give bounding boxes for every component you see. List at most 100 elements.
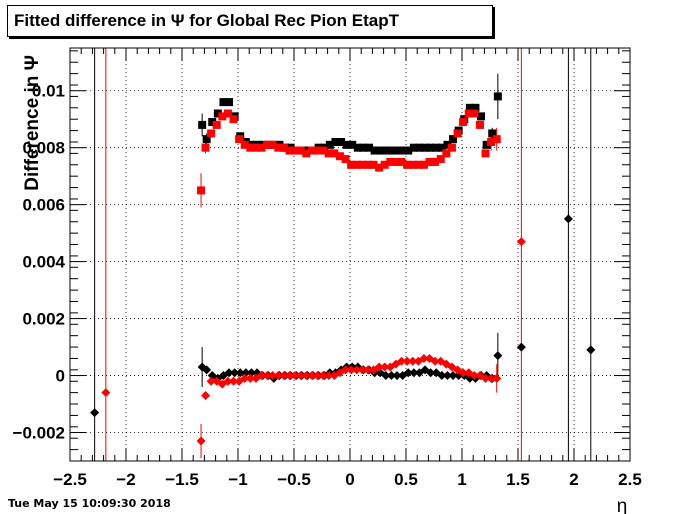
data-point-square xyxy=(432,143,441,152)
data-point-diamond xyxy=(273,371,283,381)
data-point-diamond xyxy=(586,345,596,355)
data-point-diamond xyxy=(285,371,295,381)
data-point-diamond xyxy=(301,371,311,381)
data-point-square xyxy=(442,149,451,158)
data-point-square xyxy=(376,146,385,155)
data-point-diamond xyxy=(202,365,212,375)
data-point-square xyxy=(212,120,221,129)
grid-lines xyxy=(70,48,630,461)
data-point-square xyxy=(419,160,428,169)
data-point-diamond xyxy=(493,351,503,361)
data-point-square xyxy=(218,112,227,121)
data-point-diamond xyxy=(374,362,384,372)
data-point-diamond xyxy=(240,373,250,383)
data-point-diamond xyxy=(458,368,468,378)
data-point-diamond xyxy=(448,371,458,381)
tick-labels: −2.5 −2 −1.5 −1 −0.5 0 0.5 1 1.5 2 2.5 −0.002 0 0.002… xyxy=(13,82,642,489)
data-point-square xyxy=(425,157,434,166)
data-point-square xyxy=(436,155,445,164)
data-point-square xyxy=(240,140,249,149)
y-axis-label: Difference in Ψ xyxy=(22,55,43,191)
data-point-square xyxy=(348,140,357,149)
data-point-square xyxy=(337,137,346,146)
data-point-square xyxy=(229,115,238,124)
x-tick-label: 2 xyxy=(569,470,578,489)
data-point-square xyxy=(324,149,333,158)
data-point-square xyxy=(393,146,402,155)
data-point-square xyxy=(465,103,474,112)
data-point-diamond xyxy=(516,237,526,247)
data-point-diamond xyxy=(442,371,452,381)
x-tick-label: 2.5 xyxy=(618,470,642,489)
data-point-square xyxy=(459,118,468,127)
data-point-diamond xyxy=(352,365,362,375)
data-point-square xyxy=(313,146,322,155)
x-tick-label: −2.5 xyxy=(53,470,87,489)
data-point-square xyxy=(302,149,311,158)
data-point-square xyxy=(408,160,417,169)
data-point-diamond xyxy=(224,368,234,378)
data-point-square xyxy=(213,109,222,118)
data-point-diamond xyxy=(223,376,233,386)
data-point-square xyxy=(414,160,423,169)
x-tick-label: 0 xyxy=(345,470,354,489)
data-point-square xyxy=(404,146,413,155)
data-point-square xyxy=(487,137,496,146)
data-point-diamond xyxy=(90,408,100,418)
plot-frame xyxy=(69,47,631,462)
data-point-square xyxy=(208,118,217,127)
data-point-diamond xyxy=(492,373,502,383)
y-tick-label: 0.002 xyxy=(22,310,65,329)
data-point-square xyxy=(263,140,272,149)
data-point-diamond xyxy=(206,376,216,386)
data-point-diamond xyxy=(324,371,334,381)
data-point-diamond xyxy=(392,371,402,381)
data-point-square xyxy=(198,120,207,129)
data-point-diamond xyxy=(409,368,419,378)
data-point-square xyxy=(207,129,216,138)
data-point-square xyxy=(335,152,344,161)
data-point-square xyxy=(307,146,316,155)
x-tick-label: −1.5 xyxy=(165,470,199,489)
data-point-square xyxy=(386,157,395,166)
data-point-square xyxy=(268,140,277,149)
data-point-diamond xyxy=(357,365,367,375)
data-point-diamond xyxy=(381,371,391,381)
data-point-square xyxy=(387,146,396,155)
data-point-square xyxy=(409,143,418,152)
data-point-diamond xyxy=(419,353,429,363)
data-point-square xyxy=(347,160,356,169)
data-point-square xyxy=(235,135,244,144)
data-point-square xyxy=(246,143,255,152)
data-point-diamond xyxy=(201,390,211,400)
x-tick-label: −2 xyxy=(116,470,135,489)
vertical-lines xyxy=(94,48,592,461)
data-point-square xyxy=(197,186,206,195)
error-bars xyxy=(200,73,499,459)
data-point-diamond xyxy=(403,368,413,378)
x-tick-label: 0.5 xyxy=(394,470,418,489)
data-point-square xyxy=(477,112,486,121)
data-point-square xyxy=(481,149,490,158)
data-point-square xyxy=(352,160,361,169)
data-point-diamond xyxy=(196,436,206,446)
chart-title: Fitted difference in Ψ for Global Rec Pi… xyxy=(7,5,493,37)
data-point-diamond xyxy=(402,356,412,366)
timestamp: Tue May 15 10:09:30 2018 xyxy=(8,497,171,510)
data-point-square xyxy=(403,160,412,169)
data-point-diamond xyxy=(235,368,245,378)
data-point-square xyxy=(369,160,378,169)
data-point-diamond xyxy=(386,371,396,381)
data-point-diamond xyxy=(290,371,300,381)
data-point-square xyxy=(475,120,484,129)
data-point-square xyxy=(279,143,288,152)
data-point-square xyxy=(391,157,400,166)
data-point-diamond xyxy=(268,371,278,381)
data-point-diamond xyxy=(296,371,306,381)
data-point-square xyxy=(202,135,211,144)
data-point-square xyxy=(370,146,379,155)
data-point-diamond xyxy=(426,368,436,378)
data-point-square xyxy=(375,163,384,172)
data-point-diamond xyxy=(313,371,323,381)
